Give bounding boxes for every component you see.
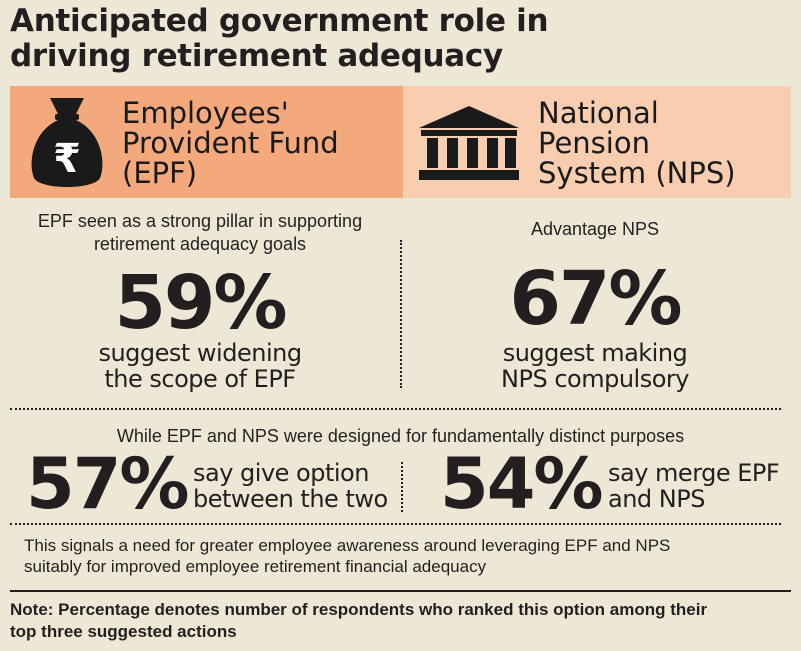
nps-title-line-1: National xyxy=(538,96,659,130)
page-title: Anticipated government role in driving r… xyxy=(10,4,790,74)
epf-title-line-3: (EPF) xyxy=(122,156,198,190)
epf-percentage: 59% xyxy=(114,260,287,346)
divider-horizontal-2 xyxy=(10,523,781,525)
signal-text: This signals a need for greater employee… xyxy=(24,535,794,577)
epf-title-line-2: Provident Fund xyxy=(122,126,339,160)
nps-title-line-2: Pension xyxy=(538,126,650,160)
nps-title-line-3: System (NPS) xyxy=(538,156,736,190)
nps-panel: National Pension System (NPS) xyxy=(403,86,791,198)
signal-line-2: suitably for improved employee retiremen… xyxy=(24,557,487,576)
merge-caption-line-2: and NPS xyxy=(608,485,705,513)
signal-line-1: This signals a need for greater employee… xyxy=(24,536,671,555)
title-line-2: driving retirement adequacy xyxy=(10,38,503,74)
distinct-heading: While EPF and NPS were designed for fund… xyxy=(116,426,685,446)
epf-subheading: EPF seen as a strong pillar in supportin… xyxy=(10,210,390,256)
divider-solid xyxy=(10,590,791,592)
nps-caption: suggest making NPS compulsory xyxy=(405,340,785,392)
epf-subheading-line-2: retirement adequacy goals xyxy=(93,234,307,254)
nps-percentage: 67% xyxy=(509,256,682,342)
give-option-caption-line-2: between the two xyxy=(193,485,388,513)
footnote-line-2: top three suggested actions xyxy=(10,622,237,641)
footnote: Note: Percentage denotes number of respo… xyxy=(10,599,790,643)
nps-title: National Pension System (NPS) xyxy=(538,98,736,188)
government-building-icon xyxy=(417,106,521,187)
merge-caption-line-1: say merge EPF xyxy=(608,459,780,487)
nps-subheading-line-1: Advantage NPS xyxy=(530,219,660,239)
nps-caption-line-2: NPS compulsory xyxy=(501,365,689,393)
banner: ₹ Employees' Provident Fund (EPF) Nation… xyxy=(10,86,791,198)
svg-text:₹: ₹ xyxy=(53,136,81,182)
merge-caption: say merge EPF and NPS xyxy=(608,460,788,512)
epf-caption-line-1: suggest widening xyxy=(98,339,302,367)
money-bag-rupee-icon: ₹ xyxy=(26,92,108,197)
give-option-caption-line-1: say give option xyxy=(193,459,369,487)
give-option-percentage: 57% xyxy=(26,443,190,525)
nps-subheading: Advantage NPS xyxy=(405,218,785,241)
give-option-caption: say give option between the two xyxy=(193,460,403,512)
epf-title: Employees' Provident Fund (EPF) xyxy=(122,98,339,188)
epf-caption-line-2: the scope of EPF xyxy=(104,365,296,393)
divider-vertical-bottom xyxy=(401,462,403,512)
epf-subheading-line-1: EPF seen as a strong pillar in supportin… xyxy=(37,211,363,231)
epf-panel: ₹ Employees' Provident Fund (EPF) xyxy=(10,86,403,198)
footnote-line-1: Note: Percentage denotes number of respo… xyxy=(10,600,708,619)
divider-horizontal-1 xyxy=(10,408,781,410)
merge-percentage: 54% xyxy=(440,443,604,525)
epf-caption: suggest widening the scope of EPF xyxy=(10,340,390,392)
epf-title-line-1: Employees' xyxy=(122,96,289,130)
divider-vertical-top xyxy=(400,240,402,388)
title-line-1: Anticipated government role in xyxy=(10,3,549,39)
nps-caption-line-1: suggest making xyxy=(502,339,688,367)
